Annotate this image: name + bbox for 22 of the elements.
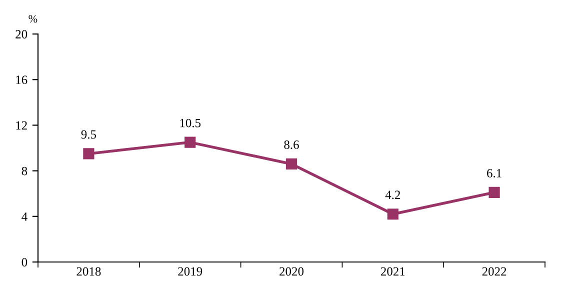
x-tick-label: 2022: [482, 267, 506, 276]
y-tick-label: 0: [22, 258, 28, 266]
x-tick-label: 2019: [178, 267, 202, 276]
point: [387, 208, 398, 220]
y-tick-label: 12: [16, 121, 27, 130]
point: [286, 158, 298, 170]
data-label: 6.1: [487, 169, 502, 178]
y-tick-label: 8: [22, 166, 28, 176]
y-axis-title: %: [28, 15, 38, 23]
x-tick-label: 2020: [280, 267, 304, 276]
x-tick-label: 2021: [380, 267, 405, 276]
x-tick-label: 2018: [76, 267, 101, 276]
y-tick-label: 20: [16, 30, 28, 38]
data-label: 8.6: [284, 140, 299, 149]
data-label: 10.5: [180, 118, 201, 128]
point: [184, 136, 196, 148]
point: [488, 186, 500, 198]
data-label: 9.5: [81, 130, 96, 139]
point: [83, 148, 94, 160]
y-tick-label: 16: [16, 76, 28, 84]
y-tick-label: 4: [22, 212, 28, 221]
data-label: 4.2: [385, 190, 400, 200]
